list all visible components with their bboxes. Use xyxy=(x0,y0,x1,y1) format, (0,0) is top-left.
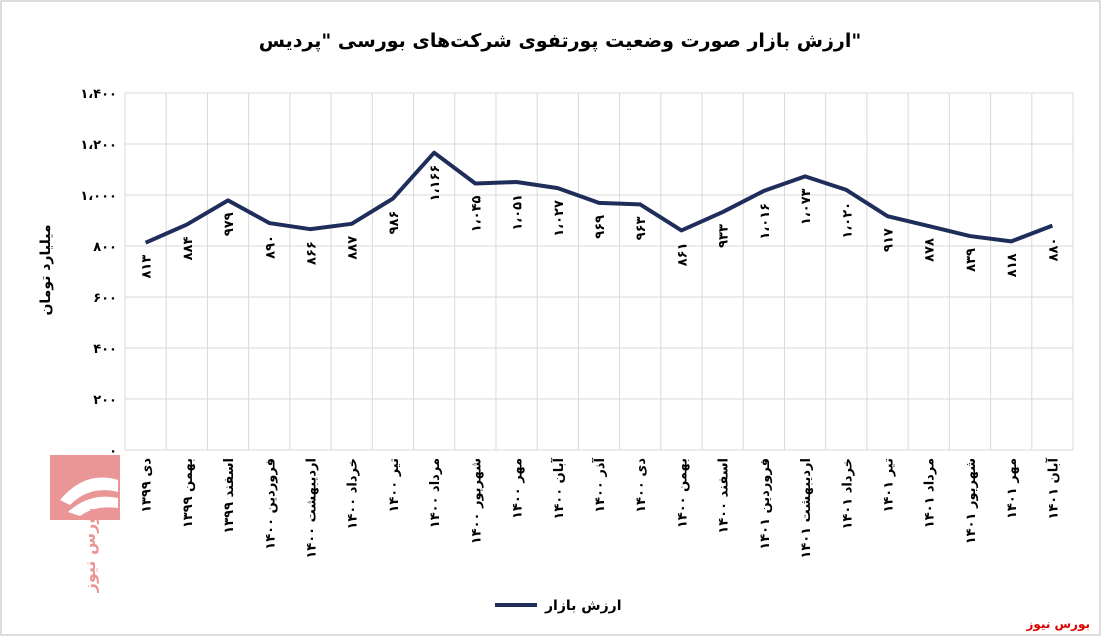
x-tick-label: خرداد ۱۴۰۱ xyxy=(840,458,855,530)
y-tick-label: ۴۰۰ xyxy=(93,342,117,357)
data-label: ۸۹۰ xyxy=(263,235,278,259)
data-label: ۸۸۷ xyxy=(346,236,361,260)
x-tick-label: شهریور ۱۴۰۰ xyxy=(469,458,484,544)
x-tick-label: مرداد ۱۴۰۱ xyxy=(923,458,938,528)
y-axis-label: میلیارد تومان xyxy=(38,224,54,315)
data-label: ۸۷۸ xyxy=(923,238,938,262)
legend-label: ارزش بازار xyxy=(544,598,622,614)
chart-title: ارزش بازار صورت وضعیت پورتفوی شرکت‌های ب… xyxy=(259,30,862,52)
data-label: ۱،۰۷۳ xyxy=(799,188,814,225)
x-tick-label: اسفند ۱۳۹۹ xyxy=(222,458,237,534)
data-label: ۱،۰۲۰ xyxy=(840,202,855,239)
x-tick-label: بهمن ۱۴۰۰ xyxy=(675,458,690,528)
x-tick-label: آبان ۱۴۰۱ xyxy=(1044,457,1061,519)
x-tick-label: اردیبهشت ۱۴۰۱ xyxy=(799,458,814,559)
x-tick-label: مهر ۱۴۰۱ xyxy=(1005,458,1020,519)
data-label: ۹۳۳ xyxy=(717,224,732,248)
data-label: ۹۶۳ xyxy=(634,216,649,240)
data-label: ۹۱۷ xyxy=(882,228,897,252)
x-tick-label: فروردین ۱۴۰۱ xyxy=(758,458,773,550)
data-label: ۸۸۰ xyxy=(1046,238,1061,262)
data-label: ۱،۰۵۱ xyxy=(511,194,526,231)
logo: بورس نیوز xyxy=(50,455,120,593)
x-tick-label: دی ۱۴۰۰ xyxy=(634,458,649,513)
data-label: ۸۳۹ xyxy=(964,248,979,272)
x-tick-label: فروردین ۱۴۰۰ xyxy=(263,458,278,550)
logo-swoosh xyxy=(60,477,118,505)
watermark: بورس نیوز xyxy=(1025,617,1090,632)
x-tick-label: بهمن ۱۳۹۹ xyxy=(181,458,196,528)
y-tick-label: ۸۰۰ xyxy=(93,240,117,255)
line xyxy=(144,150,1054,245)
data-label: ۹۸۶ xyxy=(387,211,402,235)
data-label: ۸۸۴ xyxy=(181,237,196,261)
logo-text: بورس نیوز xyxy=(80,508,99,594)
x-tick-label: دی ۱۳۹۹ xyxy=(140,458,155,513)
x-tick-label: مهر ۱۴۰۰ xyxy=(511,458,526,519)
logo-swoosh xyxy=(68,496,118,516)
data-label: ۸۱۸ xyxy=(1005,253,1020,277)
x-tick-label: اسفند ۱۴۰۰ xyxy=(717,458,732,534)
data-label: ۱،۱۶۶ xyxy=(428,165,443,202)
y-tick-label: ۲۰۰ xyxy=(93,393,117,408)
y-tick-label: ۰ xyxy=(109,444,117,459)
x-tick-label: تیر ۱۴۰۰ xyxy=(387,458,402,513)
x-tick-label: اردیبهشت ۱۴۰۰ xyxy=(304,458,319,559)
data-label: ۱،۰۲۷ xyxy=(552,200,567,237)
x-tick-label: مرداد ۱۴۰۰ xyxy=(428,458,443,528)
y-tick-label: ۱،۰۰۰ xyxy=(80,189,117,204)
x-tick-label: خرداد ۱۴۰۰ xyxy=(346,458,361,530)
data-label: ۱،۰۱۶ xyxy=(758,203,773,240)
x-tick-label: تیر ۱۴۰۱ xyxy=(882,458,897,513)
y-tick-label: ۱،۲۰۰ xyxy=(80,138,117,153)
data-label: ۱،۰۴۵ xyxy=(469,195,484,232)
data-label: ۸۶۱ xyxy=(675,242,690,266)
data-label: ۸۶۶ xyxy=(304,241,319,265)
data-label: ۹۷۹ xyxy=(222,212,237,236)
x-tick-label: شهریور ۱۴۰۱ xyxy=(964,458,979,544)
y-tick-label: ۶۰۰ xyxy=(93,291,117,306)
data-label: ۹۶۹ xyxy=(593,215,608,239)
x-tick-label: آذر ۱۴۰۰ xyxy=(591,457,608,512)
x-tick-label: آبان ۱۴۰۰ xyxy=(550,457,567,519)
data-label: ۸۱۳ xyxy=(140,255,155,279)
y-tick-label: ۱،۴۰۰ xyxy=(80,87,117,102)
